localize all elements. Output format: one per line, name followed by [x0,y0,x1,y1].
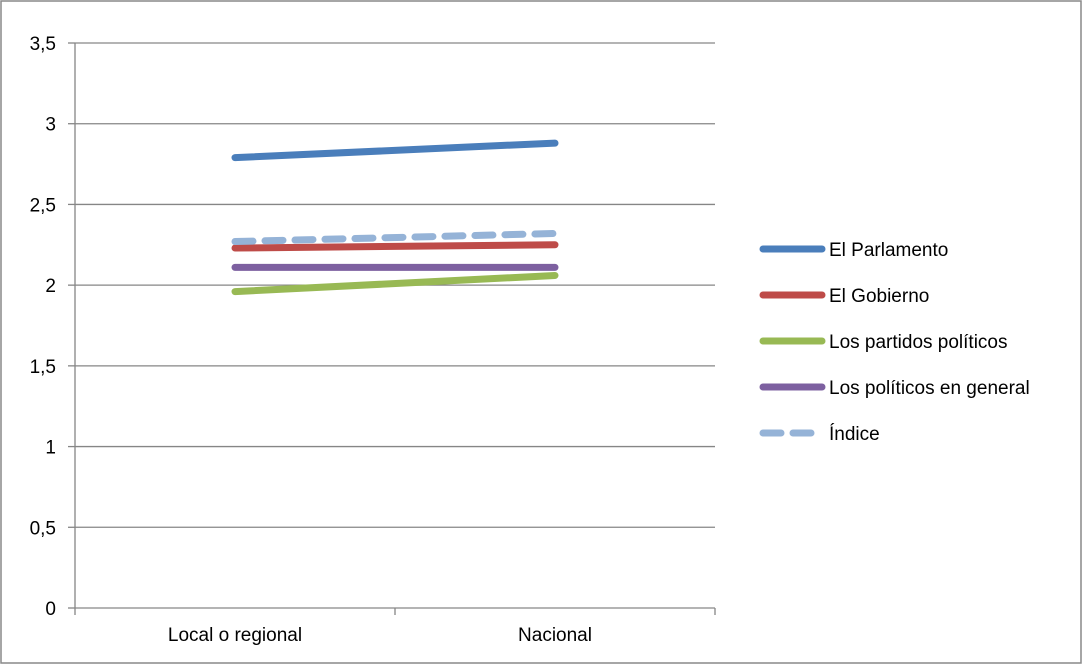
legend-label-1: El Parlamento [829,240,948,261]
y-tick-label: 2 [45,276,56,297]
y-tick-label: 0,5 [30,518,56,539]
legend-label-4: Los políticos en general [829,378,1030,399]
legend-label-5: Índice [829,424,880,445]
series-line-2 [235,245,555,248]
y-tick-label: 2,5 [30,195,56,216]
y-tick-label: 3 [45,115,56,136]
y-tick-label: 0 [45,599,56,620]
y-tick-label: 3,5 [30,34,56,55]
y-tick-label: 1 [45,438,56,459]
legend-label-3: Los partidos políticos [829,332,1008,353]
y-tick-label: 1,5 [30,357,56,378]
x-tick-label: Local o regional [168,625,302,646]
legend-label-2: El Gobierno [829,286,929,307]
x-tick-label: Nacional [518,625,592,646]
